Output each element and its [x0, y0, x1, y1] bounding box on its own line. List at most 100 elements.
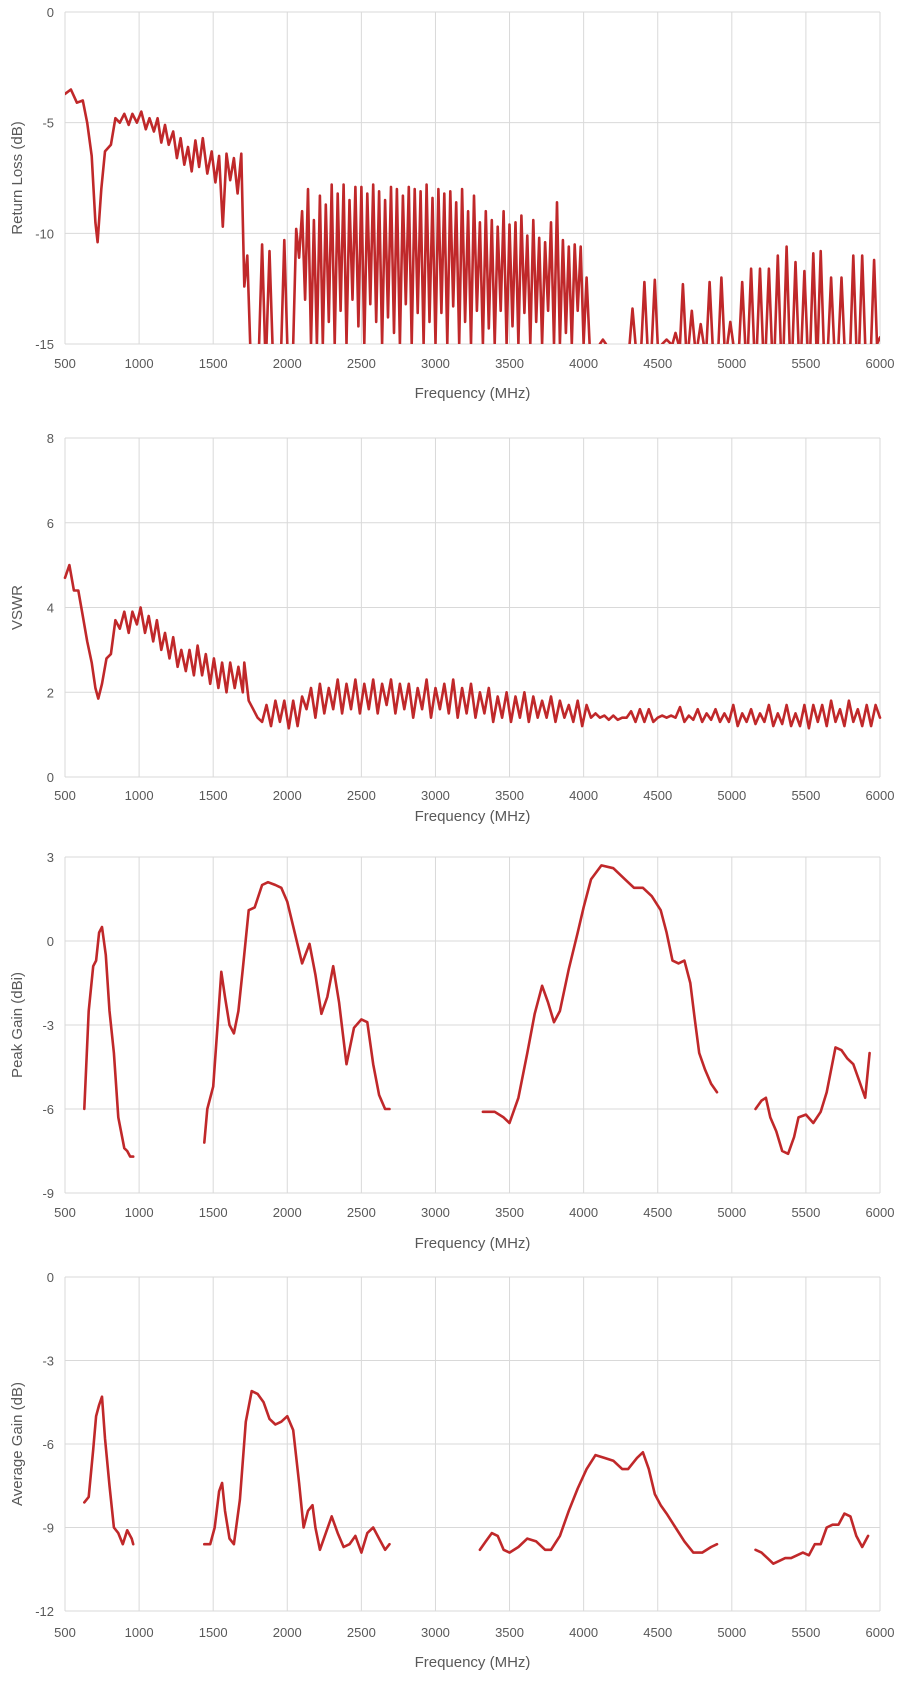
return-loss-db-line-segment: [869, 258, 880, 344]
return-loss-db-line-segment: [717, 276, 726, 344]
x-tick-label: 6000: [866, 356, 895, 371]
y-tick-label: -3: [42, 1018, 54, 1033]
y-tick-label: 6: [47, 516, 54, 531]
return-loss-db-line-segment: [265, 249, 274, 344]
x-tick-label: 4500: [643, 356, 672, 371]
x-tick-label: 5500: [791, 788, 820, 803]
y-tick-label: 8: [47, 431, 54, 446]
return-loss-db-line-segment: [660, 338, 673, 344]
return-loss-db-line-segment: [773, 254, 782, 344]
x-tick-label: 4000: [569, 788, 598, 803]
y-tick-label: 0: [47, 5, 54, 20]
x-tick-label: 4500: [643, 1205, 672, 1220]
y-tick-label: -12: [35, 1604, 54, 1619]
return-loss-db-line-segment: [257, 243, 267, 344]
y-tick-label: -9: [42, 1521, 54, 1536]
x-tick-label: 2500: [347, 788, 376, 803]
return-loss-db-line-segment: [746, 267, 756, 344]
x-tick-label: 3500: [495, 1625, 524, 1640]
return-loss-db-line-segment: [280, 238, 289, 344]
return-loss-db-line-segment: [849, 254, 858, 344]
x-tick-label: 500: [54, 356, 76, 371]
x-tick-label: 5000: [717, 1625, 746, 1640]
x-tick-label: 2500: [347, 356, 376, 371]
return-loss-db-line-segment: [816, 249, 825, 344]
average-gain-db-line-segment: [203, 1389, 391, 1554]
return-loss-db-line-segment: [628, 307, 637, 344]
x-tick-label: 3500: [495, 1205, 524, 1220]
x-tick-label: 4500: [643, 1625, 672, 1640]
return-loss-db-line-segment: [764, 267, 774, 344]
x-tick-label: 500: [54, 788, 76, 803]
x-tick-label: 5000: [717, 356, 746, 371]
x-axis-title: Frequency (MHz): [415, 1654, 531, 1671]
x-tick-label: 3000: [421, 788, 450, 803]
y-tick-label: 0: [47, 1270, 54, 1285]
peak-gain-dbi-line-segment: [481, 864, 719, 1125]
return-loss-db-line-segment: [671, 331, 680, 344]
x-tick-label: 6000: [866, 1205, 895, 1220]
x-tick-label: 6000: [866, 1625, 895, 1640]
return-loss-db-line-segment: [809, 252, 818, 344]
vswr-chart: 500 1000 1500 2000 2500 3000 3500 4000 4500 5000 5…: [9, 431, 895, 825]
x-tick-label: 3000: [421, 1625, 450, 1640]
peak-gain-dbi-line-segment: [754, 1046, 871, 1156]
x-tick-label: 1000: [125, 788, 154, 803]
average-gain-db-line-segment: [478, 1451, 719, 1554]
y-tick-label: 2: [47, 685, 54, 700]
x-tick-label: 3500: [495, 356, 524, 371]
y-tick-label: -15: [35, 337, 54, 352]
return-loss-db-line-segment: [800, 269, 809, 344]
x-tick-label: 4000: [569, 1625, 598, 1640]
x-tick-label: 5500: [791, 356, 820, 371]
x-tick-label: 2000: [273, 1625, 302, 1640]
x-tick-label: 1500: [199, 1205, 228, 1220]
x-tick-label: 1000: [125, 1625, 154, 1640]
x-tick-label: 3000: [421, 356, 450, 371]
return-loss-db-line-segment: [640, 280, 649, 344]
return-loss-db-line-segment: [791, 260, 800, 344]
x-tick-label: 2500: [347, 1205, 376, 1220]
return-loss-db-line-segment: [858, 254, 867, 344]
y-tick-label: -9: [42, 1186, 54, 1201]
return-loss-db-line-segment: [687, 309, 697, 344]
return-loss-db-line-segment: [726, 320, 735, 344]
x-tick-label: 1000: [125, 356, 154, 371]
average-gain-db-line-segment: [754, 1512, 870, 1565]
average-gain-chart: 500 1000 1500 2000 2500 3000 3500 4000 4500 5000 5…: [9, 1270, 895, 1671]
y-axis-title: Return Loss (dB): [9, 121, 26, 234]
return-loss-db-line-segment: [598, 338, 608, 344]
x-tick-label: 4000: [569, 1205, 598, 1220]
y-tick-label: -3: [42, 1354, 54, 1369]
x-tick-label: 5000: [717, 1205, 746, 1220]
y-axis-title: Average Gain (dB): [9, 1382, 26, 1506]
x-tick-label: 2500: [347, 1625, 376, 1640]
x-tick-label: 5500: [791, 1625, 820, 1640]
y-tick-label: -6: [42, 1437, 54, 1452]
x-tick-label: 4000: [569, 356, 598, 371]
return-loss-db-line-segment: [837, 276, 846, 344]
x-tick-label: 1500: [199, 788, 228, 803]
y-axis-title: VSWR: [9, 585, 26, 630]
x-tick-label: 4500: [643, 788, 672, 803]
x-tick-label: 1500: [199, 356, 228, 371]
x-tick-label: 6000: [866, 788, 895, 803]
x-axis-title: Frequency (MHz): [415, 808, 531, 825]
return-loss-db-line-segment: [65, 88, 252, 344]
return-loss-db-line-segment: [678, 282, 688, 344]
return-loss-db-line-segment: [696, 322, 705, 344]
y-axis-title: Peak Gain (dBi): [9, 972, 26, 1078]
y-tick-label: 0: [47, 770, 54, 785]
y-tick-label: 3: [47, 850, 54, 865]
y-tick-label: -6: [42, 1102, 54, 1117]
return-loss-db-line-segment: [650, 278, 659, 344]
x-tick-label: 1000: [125, 1205, 154, 1220]
y-tick-label: 0: [47, 934, 54, 949]
y-tick-label: -10: [35, 226, 54, 241]
return-loss-chart: 500 1000 1500 2000 2500 3000 3500 4000 4500 5000 5…: [9, 5, 895, 402]
x-tick-label: 1500: [199, 1625, 228, 1640]
x-tick-label: 5000: [717, 788, 746, 803]
x-tick-label: 2000: [273, 788, 302, 803]
return-loss-db-line-segment: [782, 245, 791, 344]
return-loss-db-line-segment: [755, 267, 765, 344]
